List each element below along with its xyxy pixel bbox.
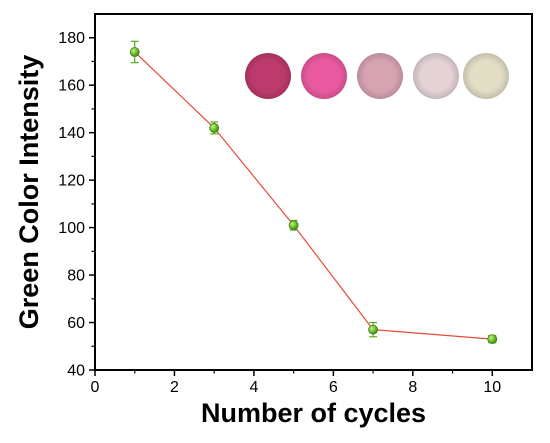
y-tick-label: 140: [58, 125, 85, 142]
y-tick-label: 40: [67, 363, 85, 380]
data-point: [209, 123, 220, 133]
y-tick-label: 180: [58, 30, 85, 47]
inset-swatch-shade: [463, 53, 509, 99]
inset-swatch-shade: [413, 53, 459, 99]
inset-swatch-shade: [301, 53, 347, 99]
y-tick-label: 160: [58, 78, 85, 95]
x-tick-label: 0: [91, 379, 100, 396]
x-tick-label: 6: [329, 379, 338, 396]
inset-swatch-shade: [245, 53, 291, 99]
y-tick-label: 60: [67, 315, 85, 332]
data-point: [288, 220, 299, 231]
y-tick-label: 80: [67, 268, 85, 285]
x-tick-label: 10: [483, 379, 501, 396]
y-tick-label: 100: [58, 220, 85, 237]
data-point: [487, 334, 498, 345]
x-tick-label: 8: [408, 379, 417, 396]
data-point: [129, 47, 140, 57]
x-tick-label: 2: [170, 379, 179, 396]
x-axis-title: Number of cycles: [201, 398, 426, 428]
data-point: [368, 324, 378, 335]
plot-frame: [94, 13, 533, 371]
y-axis-title: Green Color Intensity: [14, 55, 44, 330]
x-tick-label: 4: [249, 379, 258, 396]
y-tick-label: 120: [58, 173, 85, 190]
inset-swatch-shade: [357, 53, 403, 99]
